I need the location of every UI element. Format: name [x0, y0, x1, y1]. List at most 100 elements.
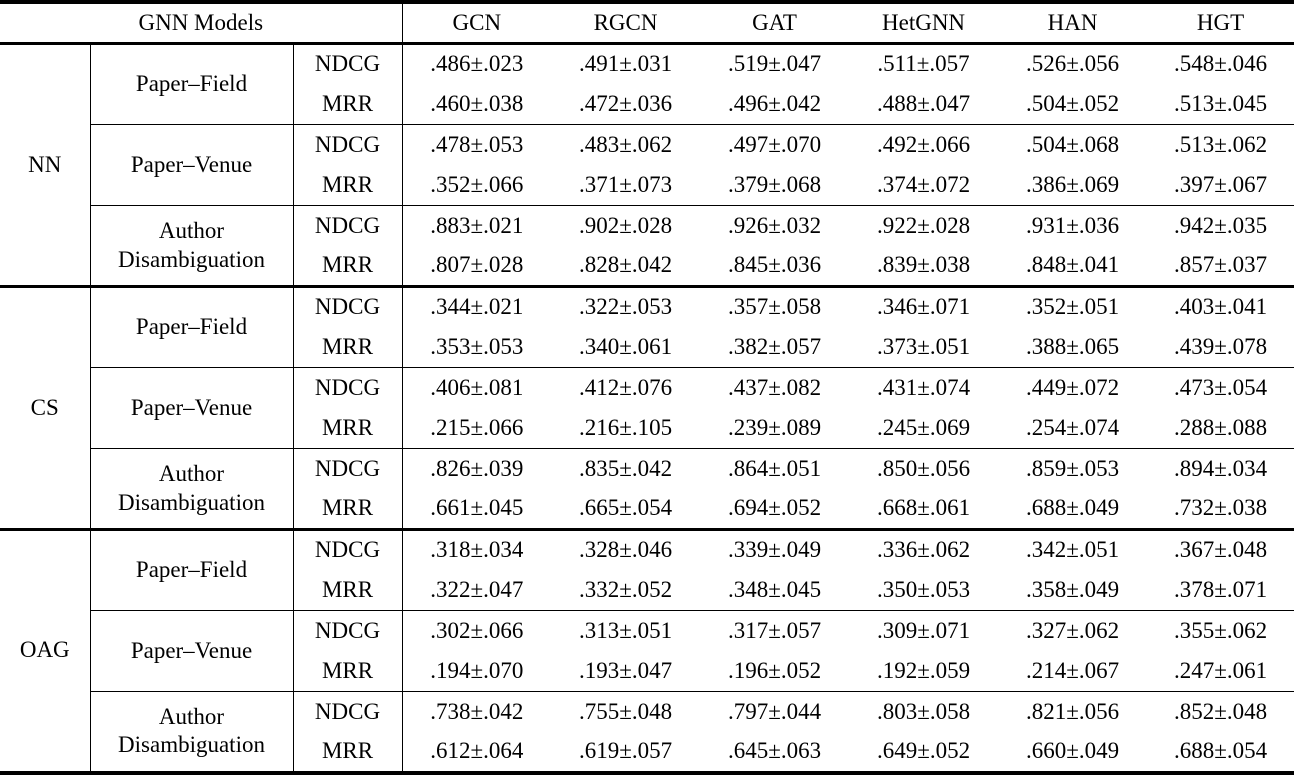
table-row: NN Paper–Field NDCG .486±.023 .491±.031 .519±… — [0, 43, 1294, 177]
metric-cell: MRR — [293, 489, 403, 530]
value-cell: .942±.035 — [1147, 205, 1294, 246]
metric-cell: MRR — [293, 84, 403, 125]
value-cell: .215±.066 — [430, 414, 524, 440]
col-header-hgt: HGT — [1147, 2, 1294, 45]
table-row: MRR .322±.047 .332±.052 .348±.045 .350±.053.… — [0, 570, 1294, 611]
value-cell: .688±.054 — [1173, 737, 1268, 763]
task-cell: Paper–Field — [89, 43, 294, 125]
value-cell: .332±.052 — [578, 576, 673, 602]
task-cell: Paper–Field — [89, 285, 294, 368]
value-cell: .807±.028 — [430, 252, 524, 278]
value-cell: .350±.053 — [876, 576, 971, 602]
value-cell: .322±.047 — [430, 576, 524, 602]
value-cell: .254±.074 — [1025, 414, 1120, 440]
table-row: OAG Paper–Field NDCG .318±.034.328±.046.339… — [0, 528, 1294, 773]
metric-cell: NDCG — [293, 205, 403, 246]
dataset-cell: CS — [0, 285, 90, 530]
value-cell: .358±.049 — [1025, 576, 1120, 602]
metric-cell: MRR — [293, 165, 403, 206]
table-row: MRR .352±.066 .371±.073 .379±.068 .374±.072.… — [0, 165, 1294, 206]
value-cell: .336±.062 — [849, 528, 999, 570]
table-row: Paper–Venue NDCG .302±.066.313±.051.317±.0… — [0, 610, 1294, 692]
value-cell: .548±.046 — [1173, 51, 1268, 77]
value-cell: .848±.041 — [1025, 252, 1120, 278]
value-cell: .483±.062 — [551, 124, 701, 165]
value-cell: .346±.071 — [849, 285, 999, 327]
value-cell: .645±.063 — [727, 737, 822, 763]
value-cell: .504±.052 — [1025, 90, 1120, 116]
value-cell: .406±.081 — [402, 367, 552, 408]
table-row: Author Disambiguation NDCG .738±.042.755±.… — [0, 691, 1294, 773]
value-cell: .922±.028 — [849, 205, 999, 246]
value-cell: .797±.044 — [700, 691, 850, 732]
value-cell: .821±.056 — [998, 691, 1148, 732]
value-cell: .857±.037 — [1173, 252, 1268, 278]
value-cell: .902±.028 — [551, 205, 701, 246]
value-cell: .357±.058 — [700, 285, 850, 327]
value-cell: .665±.054 — [578, 495, 673, 521]
task-cell: Author Disambiguation — [89, 691, 294, 773]
value-cell: .378±.071 — [1173, 576, 1268, 602]
table-row: MRR .353±.053 .340±.061 .382±.057 .373±.051.… — [0, 327, 1294, 368]
value-cell: .214±.067 — [1025, 657, 1120, 683]
task-cell: Paper–Venue — [89, 124, 294, 206]
value-cell: .340±.061 — [578, 333, 673, 359]
value-cell: .412±.076 — [551, 367, 701, 408]
value-cell: .196±.052 — [727, 657, 822, 683]
table-row: MRR .807±.028 .828±.042 .845±.036 .839±.038.… — [0, 246, 1294, 287]
value-cell: .496±.042 — [727, 90, 822, 116]
value-cell: .388±.065 — [1025, 333, 1120, 359]
value-cell: .826±.039 — [402, 448, 552, 489]
value-cell: .511±.057 — [877, 51, 970, 77]
value-cell: .828±.042 — [578, 252, 673, 278]
table-row: Paper–Venue NDCG .406±.081.412±.076.437±.0… — [0, 367, 1294, 449]
value-cell: .239±.089 — [727, 414, 822, 440]
header-row: GNN Models GCN RGCN GAT HetGNN HAN HGT — [0, 2, 1294, 45]
value-cell: .348±.045 — [727, 576, 822, 602]
value-cell: .619±.057 — [578, 737, 673, 763]
value-cell: .732±.038 — [1173, 495, 1268, 521]
value-cell: .367±.048 — [1147, 528, 1294, 570]
value-cell: .386±.069 — [1025, 171, 1120, 197]
value-cell: .355±.062 — [1147, 610, 1294, 651]
value-cell: .491±.031 — [578, 51, 673, 77]
table-row: CS Paper–Field NDCG .344±.021.322±.053.357±… — [0, 285, 1294, 530]
table-row: MRR .460±.038 .472±.036 .496±.042 .488±.047.… — [0, 84, 1294, 125]
value-cell: .660±.049 — [1025, 737, 1120, 763]
value-cell: .486±.023 — [430, 51, 524, 77]
value-cell: .431±.074 — [849, 367, 999, 408]
value-cell: .612±.064 — [430, 737, 524, 763]
value-cell: .492±.066 — [849, 124, 999, 165]
value-cell: .302±.066 — [402, 610, 552, 651]
metric-cell: NDCG — [293, 610, 403, 651]
value-cell: .309±.071 — [849, 610, 999, 651]
metric-cell: MRR — [293, 408, 403, 449]
metric-cell: MRR — [293, 246, 403, 287]
value-cell: .839±.038 — [876, 252, 971, 278]
value-cell: .852±.048 — [1147, 691, 1294, 732]
value-cell: .519±.047 — [727, 51, 822, 77]
value-cell: .864±.051 — [700, 448, 850, 489]
value-cell: .382±.057 — [727, 333, 822, 359]
value-cell: .473±.054 — [1147, 367, 1294, 408]
value-cell: .288±.088 — [1173, 414, 1268, 440]
value-cell: .755±.048 — [551, 691, 701, 732]
metric-cell: MRR — [293, 327, 403, 368]
value-cell: .342±.051 — [998, 528, 1148, 570]
value-cell: .318±.034 — [402, 528, 552, 570]
value-cell: .374±.072 — [876, 171, 971, 197]
value-cell: .193±.047 — [578, 657, 673, 683]
value-cell: .926±.032 — [700, 205, 850, 246]
value-cell: .488±.047 — [876, 90, 971, 116]
task-cell: Paper–Venue — [89, 367, 294, 449]
value-cell: .339±.049 — [700, 528, 850, 570]
value-cell: .649±.052 — [876, 737, 971, 763]
value-cell: .513±.062 — [1147, 124, 1294, 165]
dataset-cell: OAG — [0, 528, 90, 773]
value-cell: .449±.072 — [998, 367, 1148, 408]
value-cell: .403±.041 — [1147, 285, 1294, 327]
table-row: MRR .612±.064 .619±.057 .645±.063 .649±.052.… — [0, 732, 1294, 773]
metric-cell: NDCG — [293, 124, 403, 165]
value-cell: .931±.036 — [998, 205, 1148, 246]
